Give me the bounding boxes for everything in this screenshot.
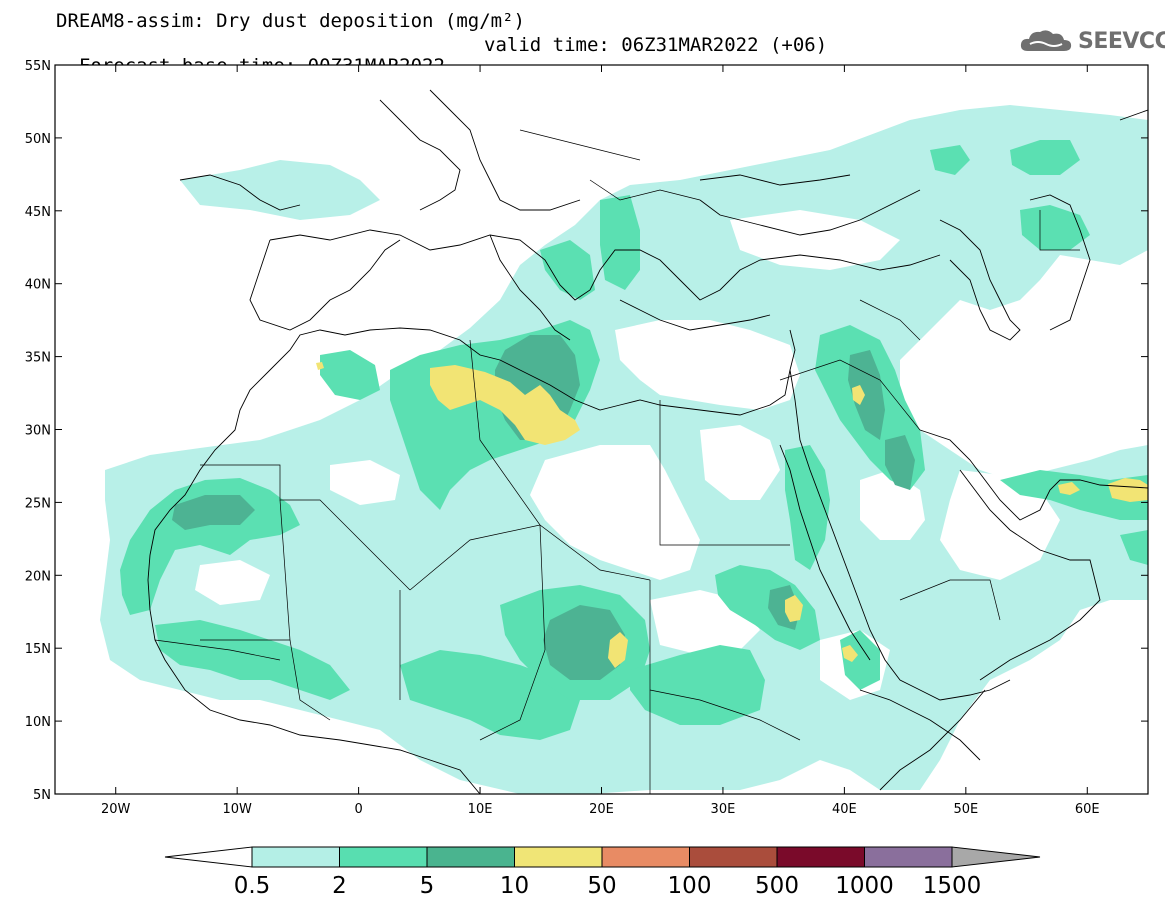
x-tick-label: 10W	[222, 802, 252, 817]
y-tick-labels: 5N 10N 15N 20N 25N 30N 35N 40N 45N 50N 55N	[25, 59, 51, 803]
y-tick-label: 40N	[25, 278, 51, 293]
colorbar-segment	[426, 846, 515, 868]
x-tick-label: 60E	[1075, 802, 1100, 817]
colorbar-label: 2	[332, 873, 347, 899]
y-tick-label: 45N	[25, 205, 51, 220]
colorbar	[164, 846, 1041, 868]
x-tick-labels: 20W 10W 0 10E 20E 30E 40E 50E 60E	[101, 802, 1100, 817]
x-tick-label: 10E	[468, 802, 493, 817]
colorbar-label: 500	[755, 873, 799, 899]
y-tick-label: 35N	[25, 351, 51, 366]
y-tick-label: 55N	[25, 59, 51, 74]
y-tick-label: 30N	[25, 424, 51, 439]
country-borders	[154, 129, 1080, 794]
coastlines	[147, 89, 1148, 794]
chart-title: DREAM8-assim: Dry dust deposition (mg/m²…	[56, 10, 525, 32]
y-tick-label: 50N	[25, 132, 51, 147]
colorbar-segment	[601, 846, 690, 868]
y-tick-label: 5N	[33, 788, 51, 803]
y-tick-label: 25N	[25, 496, 51, 511]
colorbar-labels: 0.5 2 5 10 50 100 500 1000 1500	[234, 873, 982, 899]
x-tick-label: 20W	[101, 802, 131, 817]
field-clear-areas	[195, 80, 1060, 700]
y-tick-label: 20N	[25, 569, 51, 584]
logo: SEEVCCC	[1018, 26, 1165, 56]
colorbar-over-arrow	[951, 846, 1041, 868]
x-tick-label: 20E	[589, 802, 614, 817]
colorbar-segment	[689, 846, 778, 868]
colorbar-segment	[339, 846, 428, 868]
x-tick-label: 0	[354, 802, 362, 817]
colorbar-label: 1500	[923, 873, 982, 899]
field-yellow	[316, 362, 1148, 668]
valid-time: valid time: 06Z31MAR2022 (+06)	[484, 34, 828, 56]
deposition-field	[100, 80, 1148, 794]
colorbar-segment	[776, 846, 865, 868]
colorbar-under-arrow	[164, 846, 253, 868]
colorbar-segment	[864, 846, 953, 868]
x-tick-label: 50E	[953, 802, 978, 817]
colorbar-label: 100	[668, 873, 712, 899]
x-tick-label: 40E	[832, 802, 857, 817]
y-tick-label: 10N	[25, 715, 51, 730]
colorbar-segment	[514, 846, 603, 868]
cloud-icon	[1020, 30, 1072, 51]
logo-text: SEEVCCC	[1078, 28, 1165, 54]
x-tick-label: 30E	[711, 802, 736, 817]
colorbar-label: 50	[587, 873, 616, 899]
y-tick-label: 15N	[25, 642, 51, 657]
colorbar-label: 0.5	[234, 873, 271, 899]
colorbar-label: 1000	[835, 873, 894, 899]
colorbar-label: 10	[500, 873, 529, 899]
colorbar-segment	[251, 846, 340, 868]
colorbar-label: 5	[420, 873, 435, 899]
axis-ticks	[55, 64, 1148, 795]
